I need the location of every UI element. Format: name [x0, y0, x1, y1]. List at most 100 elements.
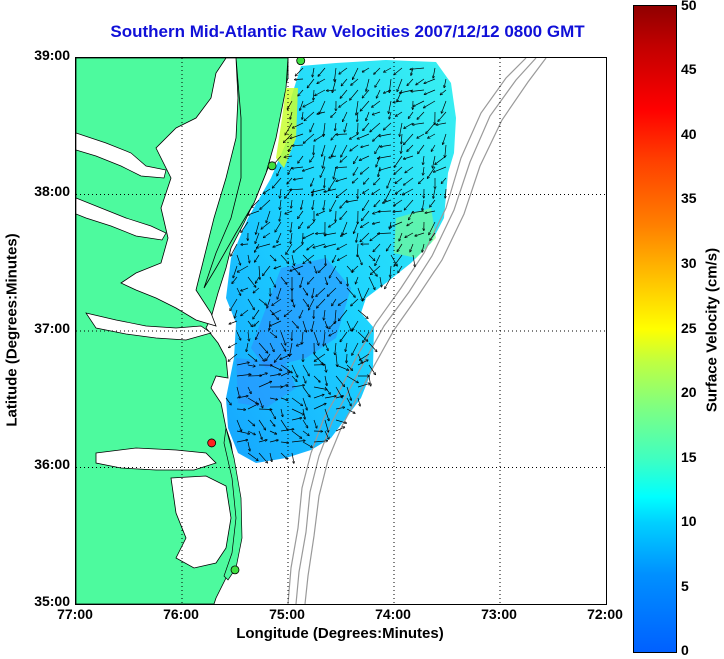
velocity-arrow — [401, 133, 402, 144]
velocity-arrow — [313, 243, 326, 248]
velocity-arrow — [258, 430, 262, 439]
velocity-arrow — [291, 452, 294, 463]
velocity-arrow — [416, 78, 425, 85]
velocity-arrow — [298, 210, 304, 218]
velocity-arrow — [291, 221, 293, 232]
velocity-arrow — [352, 342, 359, 355]
velocity-arrow — [412, 122, 425, 125]
velocity-arrow — [241, 287, 249, 291]
velocity-arrow — [400, 122, 403, 136]
velocity-arrow — [290, 133, 304, 138]
velocity-arrow — [339, 67, 348, 74]
velocity-arrow — [280, 372, 290, 377]
velocity-arrow — [280, 188, 281, 198]
velocity-arrow — [312, 188, 326, 192]
velocity-arrow — [377, 89, 381, 98]
colorbar-tick-45: 45 — [681, 61, 697, 77]
velocity-arrow — [353, 177, 359, 183]
velocity-arrow — [433, 155, 436, 168]
velocity-arrow — [287, 100, 293, 109]
velocity-arrow — [273, 243, 282, 247]
velocity-arrow — [401, 144, 402, 153]
station-marker-2[interactable] — [267, 161, 277, 171]
velocity-arrow — [291, 375, 297, 381]
high-velocity-patch — [276, 88, 298, 168]
velocity-arrow — [236, 374, 251, 377]
velocity-arrow — [303, 232, 304, 244]
velocity-arrow — [356, 232, 359, 242]
velocity-arrow — [343, 111, 348, 121]
velocity-arrow — [422, 199, 425, 210]
velocity-arrow — [275, 221, 282, 232]
velocity-arrow — [433, 67, 436, 78]
velocity-arrow — [360, 353, 370, 360]
velocity-arrow — [444, 78, 447, 87]
velocity-arrow — [405, 232, 414, 237]
velocity-arrow — [368, 276, 375, 289]
y-tick-5: 35:00 — [34, 593, 70, 609]
velocity-arrow — [247, 452, 258, 460]
velocity-arrow — [258, 353, 264, 361]
velocity-arrow — [247, 298, 254, 310]
velocity-arrow — [335, 342, 336, 355]
velocity-arrow — [394, 67, 403, 75]
velocity-arrow — [341, 232, 348, 236]
velocity-arrow — [322, 144, 326, 156]
y-axis-label: Latitude (Degrees:Minutes) — [3, 233, 21, 427]
velocity-arrow — [332, 298, 337, 306]
velocity-arrow — [299, 309, 304, 318]
map-plot[interactable] — [75, 57, 607, 605]
velocity-arrow — [311, 320, 315, 331]
velocity-arrow — [357, 243, 358, 257]
velocity-arrow — [280, 419, 288, 430]
colorbar-tick-20: 20 — [681, 384, 697, 400]
velocity-arrow — [404, 177, 414, 185]
velocity-arrow — [438, 111, 447, 121]
velocity-arrow — [247, 419, 255, 426]
velocity-arrow — [291, 397, 302, 406]
station-marker-4[interactable] — [230, 565, 240, 575]
velocity-arrow — [229, 342, 238, 348]
velocity-arrow — [280, 442, 288, 443]
velocity-arrow — [368, 364, 375, 375]
colorbar-tick-35: 35 — [681, 190, 697, 206]
velocity-arrow — [280, 353, 293, 359]
velocity-arrow — [252, 199, 260, 208]
station-marker-3[interactable] — [207, 438, 217, 448]
velocity-arrow — [303, 232, 315, 238]
station-marker-1[interactable] — [296, 58, 306, 66]
velocity-arrow — [258, 452, 267, 463]
velocity-arrow — [334, 67, 337, 81]
velocity-arrow — [314, 353, 326, 361]
velocity-arrow — [368, 342, 377, 351]
velocity-arrow — [407, 144, 414, 151]
velocity-arrow — [313, 404, 326, 410]
velocity-arrow — [236, 363, 249, 366]
velocity-arrow — [327, 90, 337, 91]
velocity-arrow — [313, 386, 327, 390]
velocity-arrow — [336, 177, 348, 181]
colorbar-label: Surface Velocity (cm/s) — [703, 247, 721, 413]
velocity-arrow — [291, 430, 302, 438]
velocity-arrow — [339, 100, 348, 107]
velocity-arrow — [324, 243, 337, 247]
velocity-arrow — [424, 89, 436, 94]
velocity-arrow — [319, 100, 326, 114]
velocity-arrow — [324, 396, 336, 399]
velocity-arrow — [368, 254, 375, 261]
colorbar — [633, 5, 677, 653]
velocity-arrow — [373, 111, 381, 115]
velocity-arrow — [291, 418, 302, 421]
velocity-arrow — [247, 386, 251, 394]
velocity-arrow — [298, 89, 304, 96]
velocity-arrow — [436, 122, 447, 125]
velocity-arrow — [280, 397, 288, 400]
velocity-arrow — [423, 166, 424, 175]
velocity-arrow — [394, 155, 403, 167]
velocity-arrow — [335, 407, 345, 410]
hf-radar-stations — [207, 58, 306, 575]
velocity-arrow — [325, 364, 326, 372]
velocity-arrow — [390, 221, 403, 227]
velocity-arrow — [309, 298, 315, 310]
outer-banks — [223, 427, 243, 581]
